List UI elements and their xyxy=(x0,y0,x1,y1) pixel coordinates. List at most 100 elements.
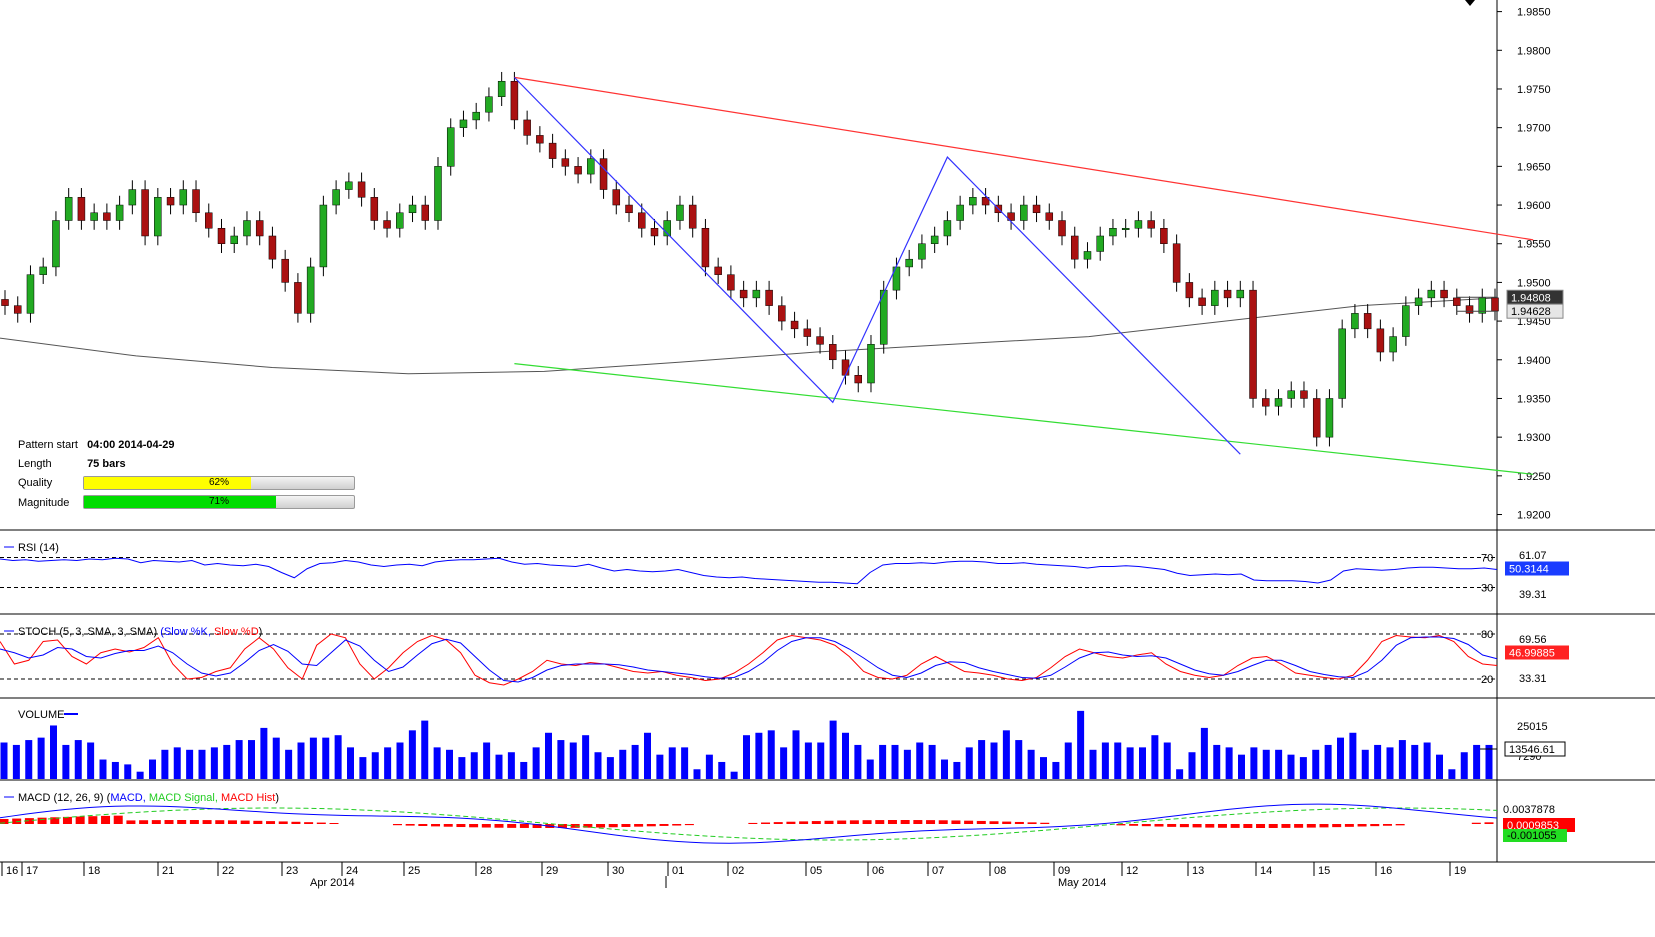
volume-bar xyxy=(1423,742,1431,779)
date-tick-label: 09 xyxy=(1058,865,1070,877)
macd-hist-bar xyxy=(392,824,402,826)
volume-bar xyxy=(12,744,20,779)
volume-bar xyxy=(359,757,367,779)
stoch-panel: 80 20 69.56 33.31 46.99885 STOCH (5, 3, SMA, … xyxy=(0,626,1569,686)
macd-hist-bar xyxy=(634,824,644,827)
candle-body xyxy=(1312,398,1321,438)
macd-hist-bar xyxy=(1268,824,1278,828)
candle-body xyxy=(1287,390,1295,399)
macd-hist-bar xyxy=(1154,824,1164,827)
macd-hist-bar xyxy=(913,820,923,824)
rsi-series-line xyxy=(0,557,1498,585)
date-tick-label: 21 xyxy=(162,865,174,877)
candle-body xyxy=(943,220,952,237)
candle-body xyxy=(688,204,697,229)
candle-body xyxy=(446,127,455,167)
volume-bar xyxy=(817,742,825,779)
macd-hist-bar xyxy=(1192,824,1202,828)
candle-body xyxy=(1160,227,1168,244)
macd-panel: MACD (12, 26, 9) (MACD, MACD Signal, MAC… xyxy=(0,792,1575,844)
macd-hist-bar xyxy=(532,824,542,828)
quality-label: Quality xyxy=(18,477,53,489)
date-tick-label: 02 xyxy=(732,865,744,877)
volume-bar xyxy=(173,747,181,779)
macd-hist-bar xyxy=(469,824,479,828)
volume-bar xyxy=(965,747,973,779)
candle-body xyxy=(485,96,493,113)
date-tick-label: 18 xyxy=(88,865,100,877)
volume-bar xyxy=(470,752,478,779)
macd-hist-bar xyxy=(786,821,796,824)
pattern-start-row: Pattern start 04:00 2014-04-29 xyxy=(18,439,175,451)
candle-body xyxy=(1300,390,1308,399)
date-tick-label: 12 xyxy=(1126,865,1138,877)
magnitude-bar: 71% xyxy=(83,495,355,509)
month-label: May 2014 xyxy=(1058,877,1106,889)
candle-body xyxy=(841,359,850,376)
macd-hist-bar xyxy=(1344,824,1354,827)
rsi-current-value: 50.3144 xyxy=(1509,564,1549,576)
candle-body xyxy=(1338,328,1346,399)
candle-body xyxy=(1032,204,1041,214)
date-tick-label: 06 xyxy=(872,865,884,877)
macd-hist-bar xyxy=(418,824,428,827)
volume-bar xyxy=(594,752,602,779)
macd-hist-bar xyxy=(837,820,847,824)
candle-body xyxy=(510,80,519,121)
rsi-level-label: 70 xyxy=(1481,553,1493,565)
candle-body xyxy=(103,212,111,221)
macd-hist-bar xyxy=(1217,824,1227,828)
macd-hist-bar xyxy=(507,824,517,828)
candle-body xyxy=(294,282,302,314)
scroll-marker-icon xyxy=(1465,0,1475,6)
candle-body xyxy=(981,197,990,206)
candle-body xyxy=(1376,328,1385,353)
date-tick-label: 24 xyxy=(346,865,358,877)
stoch-right-label: 69.56 xyxy=(1519,634,1547,646)
volume-bar xyxy=(495,754,503,779)
candle-body xyxy=(1121,227,1130,230)
candle-body xyxy=(281,258,289,283)
macd-legend-item: MACD Hist xyxy=(221,792,275,804)
macd-hist-bar xyxy=(1167,824,1177,827)
volume-bar xyxy=(149,759,156,779)
macd-hist-bar xyxy=(75,816,85,824)
moving-average-line xyxy=(0,297,1498,375)
candle-body xyxy=(1414,297,1423,306)
volume-bar xyxy=(1337,737,1344,779)
candle-body xyxy=(701,227,710,268)
candle-body xyxy=(90,212,98,221)
date-tick-label: 19 xyxy=(1454,865,1466,877)
macd-hist-bar xyxy=(443,824,453,827)
macd-hist-bar xyxy=(659,824,669,826)
candle-body xyxy=(13,305,22,314)
volume-bar xyxy=(1473,744,1481,779)
candle-body xyxy=(905,258,913,268)
candle-body xyxy=(1045,212,1054,221)
volume-bar xyxy=(879,744,887,779)
macd-hist-bar xyxy=(799,821,809,824)
candle-body xyxy=(1,299,9,306)
quality-row: Quality xyxy=(18,477,84,489)
macd-hist-bar xyxy=(164,820,174,824)
rsi-right-label: 61.07 xyxy=(1519,550,1547,562)
volume-bar xyxy=(347,747,354,779)
candle-body xyxy=(1147,220,1155,229)
candle-body xyxy=(319,204,328,268)
volume-bar xyxy=(1361,749,1369,779)
volume-bar xyxy=(186,749,194,779)
volume-bar xyxy=(272,737,280,779)
candle-body xyxy=(1402,305,1410,337)
volume-bar xyxy=(1213,744,1221,779)
macd-hist-bar xyxy=(1230,824,1240,828)
candle-body xyxy=(268,235,277,260)
candle-body xyxy=(867,344,875,384)
macd-hist-bar xyxy=(1357,824,1367,827)
candle-body xyxy=(1440,289,1448,299)
volume-bar xyxy=(1114,742,1122,779)
macd-hist-bar xyxy=(1205,824,1215,828)
rsi-current-box xyxy=(1505,561,1569,576)
volume-bar xyxy=(248,740,255,779)
volume-bar xyxy=(136,771,144,779)
candle-body xyxy=(396,212,404,229)
